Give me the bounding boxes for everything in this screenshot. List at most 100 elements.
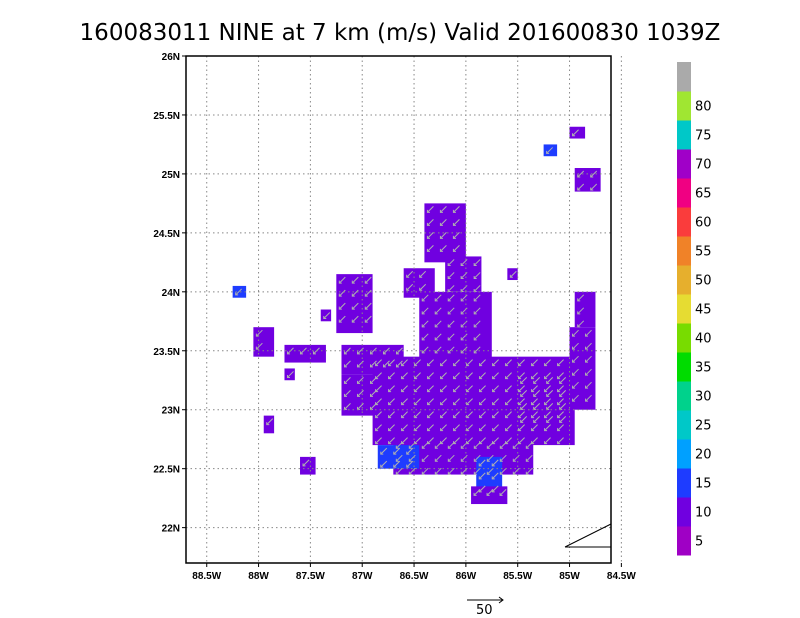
wind-vector: [434, 333, 442, 341]
wind-vector: [256, 342, 263, 350]
wind-vector-head: [572, 385, 576, 389]
wind-vector-head: [466, 428, 470, 432]
wind-vector: [401, 411, 408, 419]
wind-vector: [466, 359, 473, 367]
wind-vector: [492, 411, 499, 419]
wind-vector-head: [479, 441, 483, 445]
wind-vector-head: [375, 441, 379, 445]
colorbar: 5 10 15 20 25 30 35 40 45 50 55 60 65 70 75 80: [677, 62, 712, 556]
wind-vector-head: [460, 471, 464, 475]
wind-vector: [453, 437, 460, 445]
wind-vector-head: [434, 350, 438, 354]
wind-vector-head: [266, 422, 270, 426]
y-tick-label: 26N: [162, 52, 180, 63]
wind-vector-head: [406, 274, 410, 278]
wind-vector: [434, 307, 442, 315]
wind-vector-head: [512, 458, 516, 462]
wind-vector: [546, 376, 554, 384]
wind-vector-head: [505, 363, 509, 367]
wind-vector: [395, 454, 403, 462]
wind-vector-head: [473, 262, 477, 266]
wind-vector-head: [434, 445, 438, 449]
wind-vector-head: [408, 458, 412, 462]
wind-vector-head: [486, 445, 490, 449]
wind-vector: [546, 147, 553, 154]
wind-vector-head: [388, 402, 392, 406]
wind-vector-head: [473, 311, 477, 315]
wind-vector: [380, 460, 388, 468]
wind-vector-head: [426, 248, 430, 252]
wind-vector: [590, 170, 598, 178]
wind-vector: [479, 424, 486, 432]
wind-vector-head: [491, 463, 495, 467]
wind-vector: [546, 402, 554, 410]
wind-vector-head: [375, 428, 379, 432]
wind-vector: [473, 294, 481, 302]
wind-vector: [447, 346, 455, 354]
wind-vector-head: [369, 406, 373, 410]
wind-vector: [486, 454, 494, 462]
wind-vector: [518, 359, 525, 367]
wind-vector: [380, 447, 388, 455]
colorbar-segment: [677, 294, 691, 324]
wind-vector: [375, 424, 382, 432]
wind-vector-head: [343, 393, 347, 397]
colorbar-segment: [677, 178, 691, 208]
wind-vector-head: [544, 376, 548, 380]
wind-vector-head: [590, 174, 594, 178]
wind-vector: [520, 376, 528, 384]
wind-vector-head: [460, 445, 464, 449]
wind-vector: [427, 411, 434, 419]
wind-vector-head: [505, 402, 509, 406]
wind-vector: [531, 359, 538, 367]
wind-vector: [544, 437, 551, 445]
wind-vector: [302, 459, 310, 467]
wind-vector-head: [351, 319, 355, 323]
wind-vector-head: [557, 363, 561, 367]
wind-vector: [557, 398, 564, 406]
wind-vector-head: [421, 311, 425, 315]
wind-vector: [473, 285, 481, 292]
wind-vector-head: [419, 287, 423, 291]
wind-vector-head: [520, 393, 524, 397]
wind-vector: [479, 359, 486, 367]
wind-vector: [533, 415, 541, 423]
wind-vector: [440, 359, 447, 367]
field-cell: [424, 203, 466, 263]
grid-lines: [186, 56, 622, 563]
wind-vector: [531, 385, 538, 393]
wind-vector: [492, 424, 499, 432]
wind-vector-head: [492, 363, 496, 367]
wind-vector-head: [460, 311, 464, 315]
wind-vector: [460, 467, 468, 475]
field-cell: [445, 256, 482, 292]
wind-vector: [479, 437, 486, 445]
wind-vector-head: [486, 492, 490, 496]
wind-vector-head: [559, 380, 563, 384]
wind-vector: [434, 454, 442, 462]
wind-vector-head: [408, 471, 412, 475]
wind-vector: [559, 389, 567, 397]
field-cell: [377, 445, 420, 469]
wind-vector-head: [572, 372, 576, 376]
colorbar-label: 35: [695, 361, 712, 376]
wind-vector: [375, 437, 382, 445]
wind-vector-head: [427, 415, 431, 419]
wind-vector: [512, 441, 520, 449]
wind-vector-head: [356, 393, 360, 397]
wind-vector: [401, 437, 408, 445]
wind-vector: [492, 385, 499, 393]
wind-vector: [414, 359, 421, 367]
wind-vector-head: [388, 389, 392, 393]
wind-vector-head: [351, 293, 355, 297]
wind-vector-head: [406, 451, 410, 455]
wind-vector-head: [577, 324, 581, 328]
wind-vector-head: [492, 376, 496, 380]
field-cell: [507, 268, 518, 281]
wind-vector-head: [585, 346, 589, 350]
wind-vector: [479, 398, 486, 406]
wind-vector: [577, 183, 585, 191]
wind-vector-head: [427, 402, 431, 406]
wind-vector: [427, 385, 434, 393]
wind-vector: [518, 372, 525, 380]
